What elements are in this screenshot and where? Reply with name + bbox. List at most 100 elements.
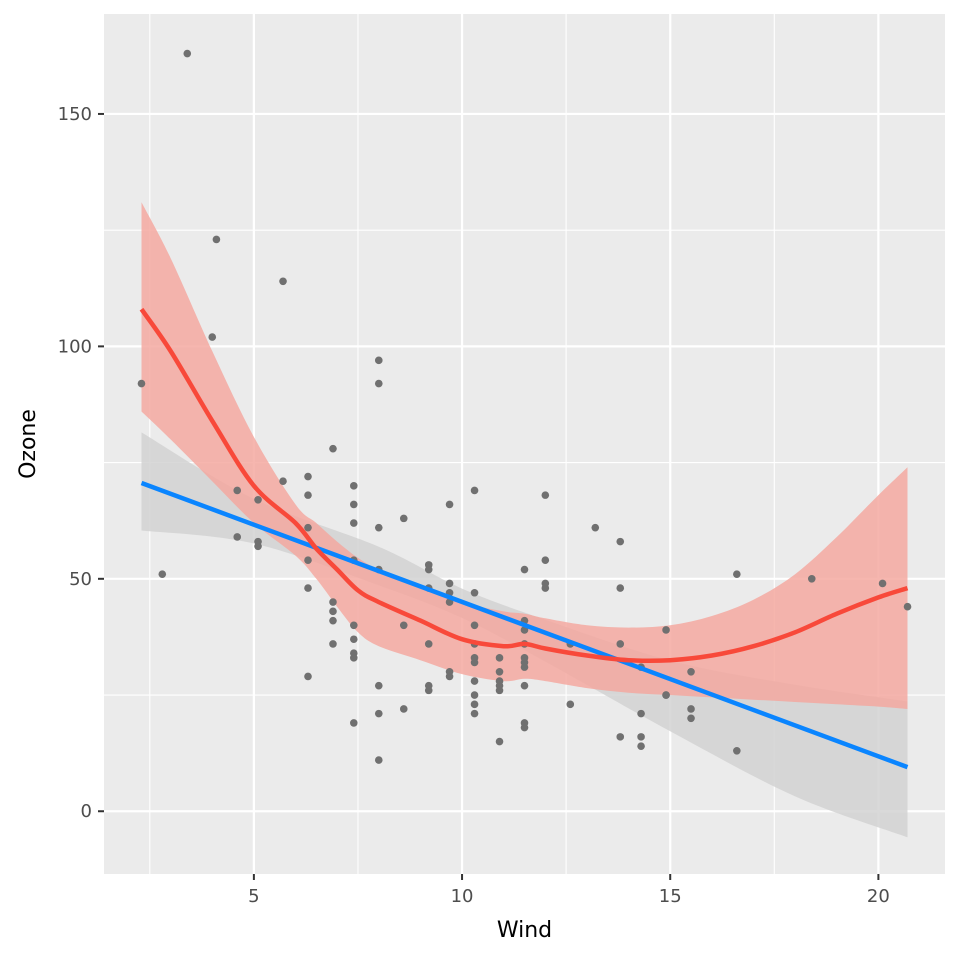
data-point (591, 523, 600, 532)
data-point (254, 542, 262, 551)
data-point (329, 640, 337, 648)
x-tick-label: 5 (248, 886, 259, 907)
data-point (687, 667, 695, 676)
data-point (520, 681, 529, 690)
loess-fit-line (139, 307, 909, 663)
y-tick-label: 0 (81, 801, 92, 822)
data-point (304, 672, 312, 681)
data-point (637, 742, 645, 750)
scatter-points (137, 49, 912, 764)
data-point (616, 640, 625, 648)
data-point (470, 700, 479, 709)
data-point (350, 635, 358, 644)
data-point (212, 235, 221, 244)
data-point (495, 737, 504, 746)
data-point (616, 537, 625, 546)
data-point (137, 379, 146, 388)
data-point (903, 602, 912, 611)
data-point (470, 621, 479, 630)
data-point (254, 495, 262, 504)
data-point (470, 588, 479, 597)
data-point (329, 598, 337, 606)
data-point (279, 477, 287, 485)
y-tick-label: 100 (58, 336, 92, 357)
data-point (445, 500, 454, 509)
y-axis-ticks: 0 50 100 150 (58, 104, 104, 822)
data-point (520, 565, 529, 574)
data-point (470, 677, 479, 685)
data-point (374, 681, 383, 690)
fit-lines (139, 307, 909, 770)
data-point (541, 584, 550, 592)
data-point (687, 705, 695, 713)
data-point (304, 472, 312, 481)
data-point (520, 663, 529, 671)
data-point (470, 709, 479, 718)
x-axis-title: Wind (497, 918, 552, 943)
data-point (637, 709, 645, 718)
data-point (329, 444, 337, 453)
data-point (616, 733, 625, 741)
data-point (495, 667, 504, 676)
data-point (304, 584, 312, 592)
data-point (807, 575, 816, 583)
data-point (470, 486, 479, 495)
data-point (445, 672, 454, 681)
data-point (350, 654, 358, 662)
data-point (374, 356, 383, 365)
data-point (470, 658, 479, 667)
data-point (350, 482, 358, 490)
y-tick-label: 150 (58, 104, 92, 125)
x-tick-label: 20 (867, 886, 890, 907)
data-point (350, 500, 358, 509)
data-point (470, 691, 479, 699)
x-tick-label: 15 (659, 886, 682, 907)
data-point (541, 556, 550, 565)
data-point (495, 654, 504, 662)
data-point (304, 556, 312, 565)
data-point (350, 519, 358, 527)
data-point (424, 686, 433, 695)
data-point (233, 533, 242, 541)
y-tick-label: 50 (69, 569, 92, 590)
data-point (329, 616, 337, 625)
data-point (520, 723, 529, 732)
data-point (374, 523, 383, 532)
data-point (878, 579, 887, 588)
data-point (445, 579, 454, 588)
data-point (687, 714, 695, 723)
data-point (424, 565, 433, 574)
data-point (233, 486, 242, 495)
linear-fit-line (140, 480, 909, 770)
data-point (329, 607, 337, 616)
data-point (399, 621, 408, 630)
data-point (399, 705, 408, 713)
data-point (279, 277, 287, 286)
data-point (733, 747, 741, 755)
x-axis-ticks: 5 10 15 20 (248, 874, 890, 907)
confidence-bands (141, 202, 908, 838)
data-point (733, 570, 741, 578)
data-point (637, 733, 645, 741)
x-tick-label: 10 (451, 886, 474, 907)
data-point (374, 379, 383, 388)
loess-fit-band (141, 202, 908, 710)
data-point (304, 523, 312, 532)
data-point (158, 570, 167, 578)
data-point (399, 514, 408, 523)
data-point (350, 621, 358, 630)
data-point (304, 491, 312, 499)
data-point (616, 584, 625, 592)
data-point (350, 719, 358, 727)
y-axis-title: Ozone (16, 409, 41, 479)
data-point (662, 691, 670, 699)
data-point (662, 626, 670, 634)
data-point (566, 700, 575, 709)
minor-gridlines (104, 14, 945, 874)
data-point (424, 640, 433, 648)
data-point (183, 49, 192, 58)
data-point (374, 756, 383, 764)
data-point (208, 333, 217, 341)
data-point (541, 491, 550, 499)
data-point (374, 709, 383, 718)
